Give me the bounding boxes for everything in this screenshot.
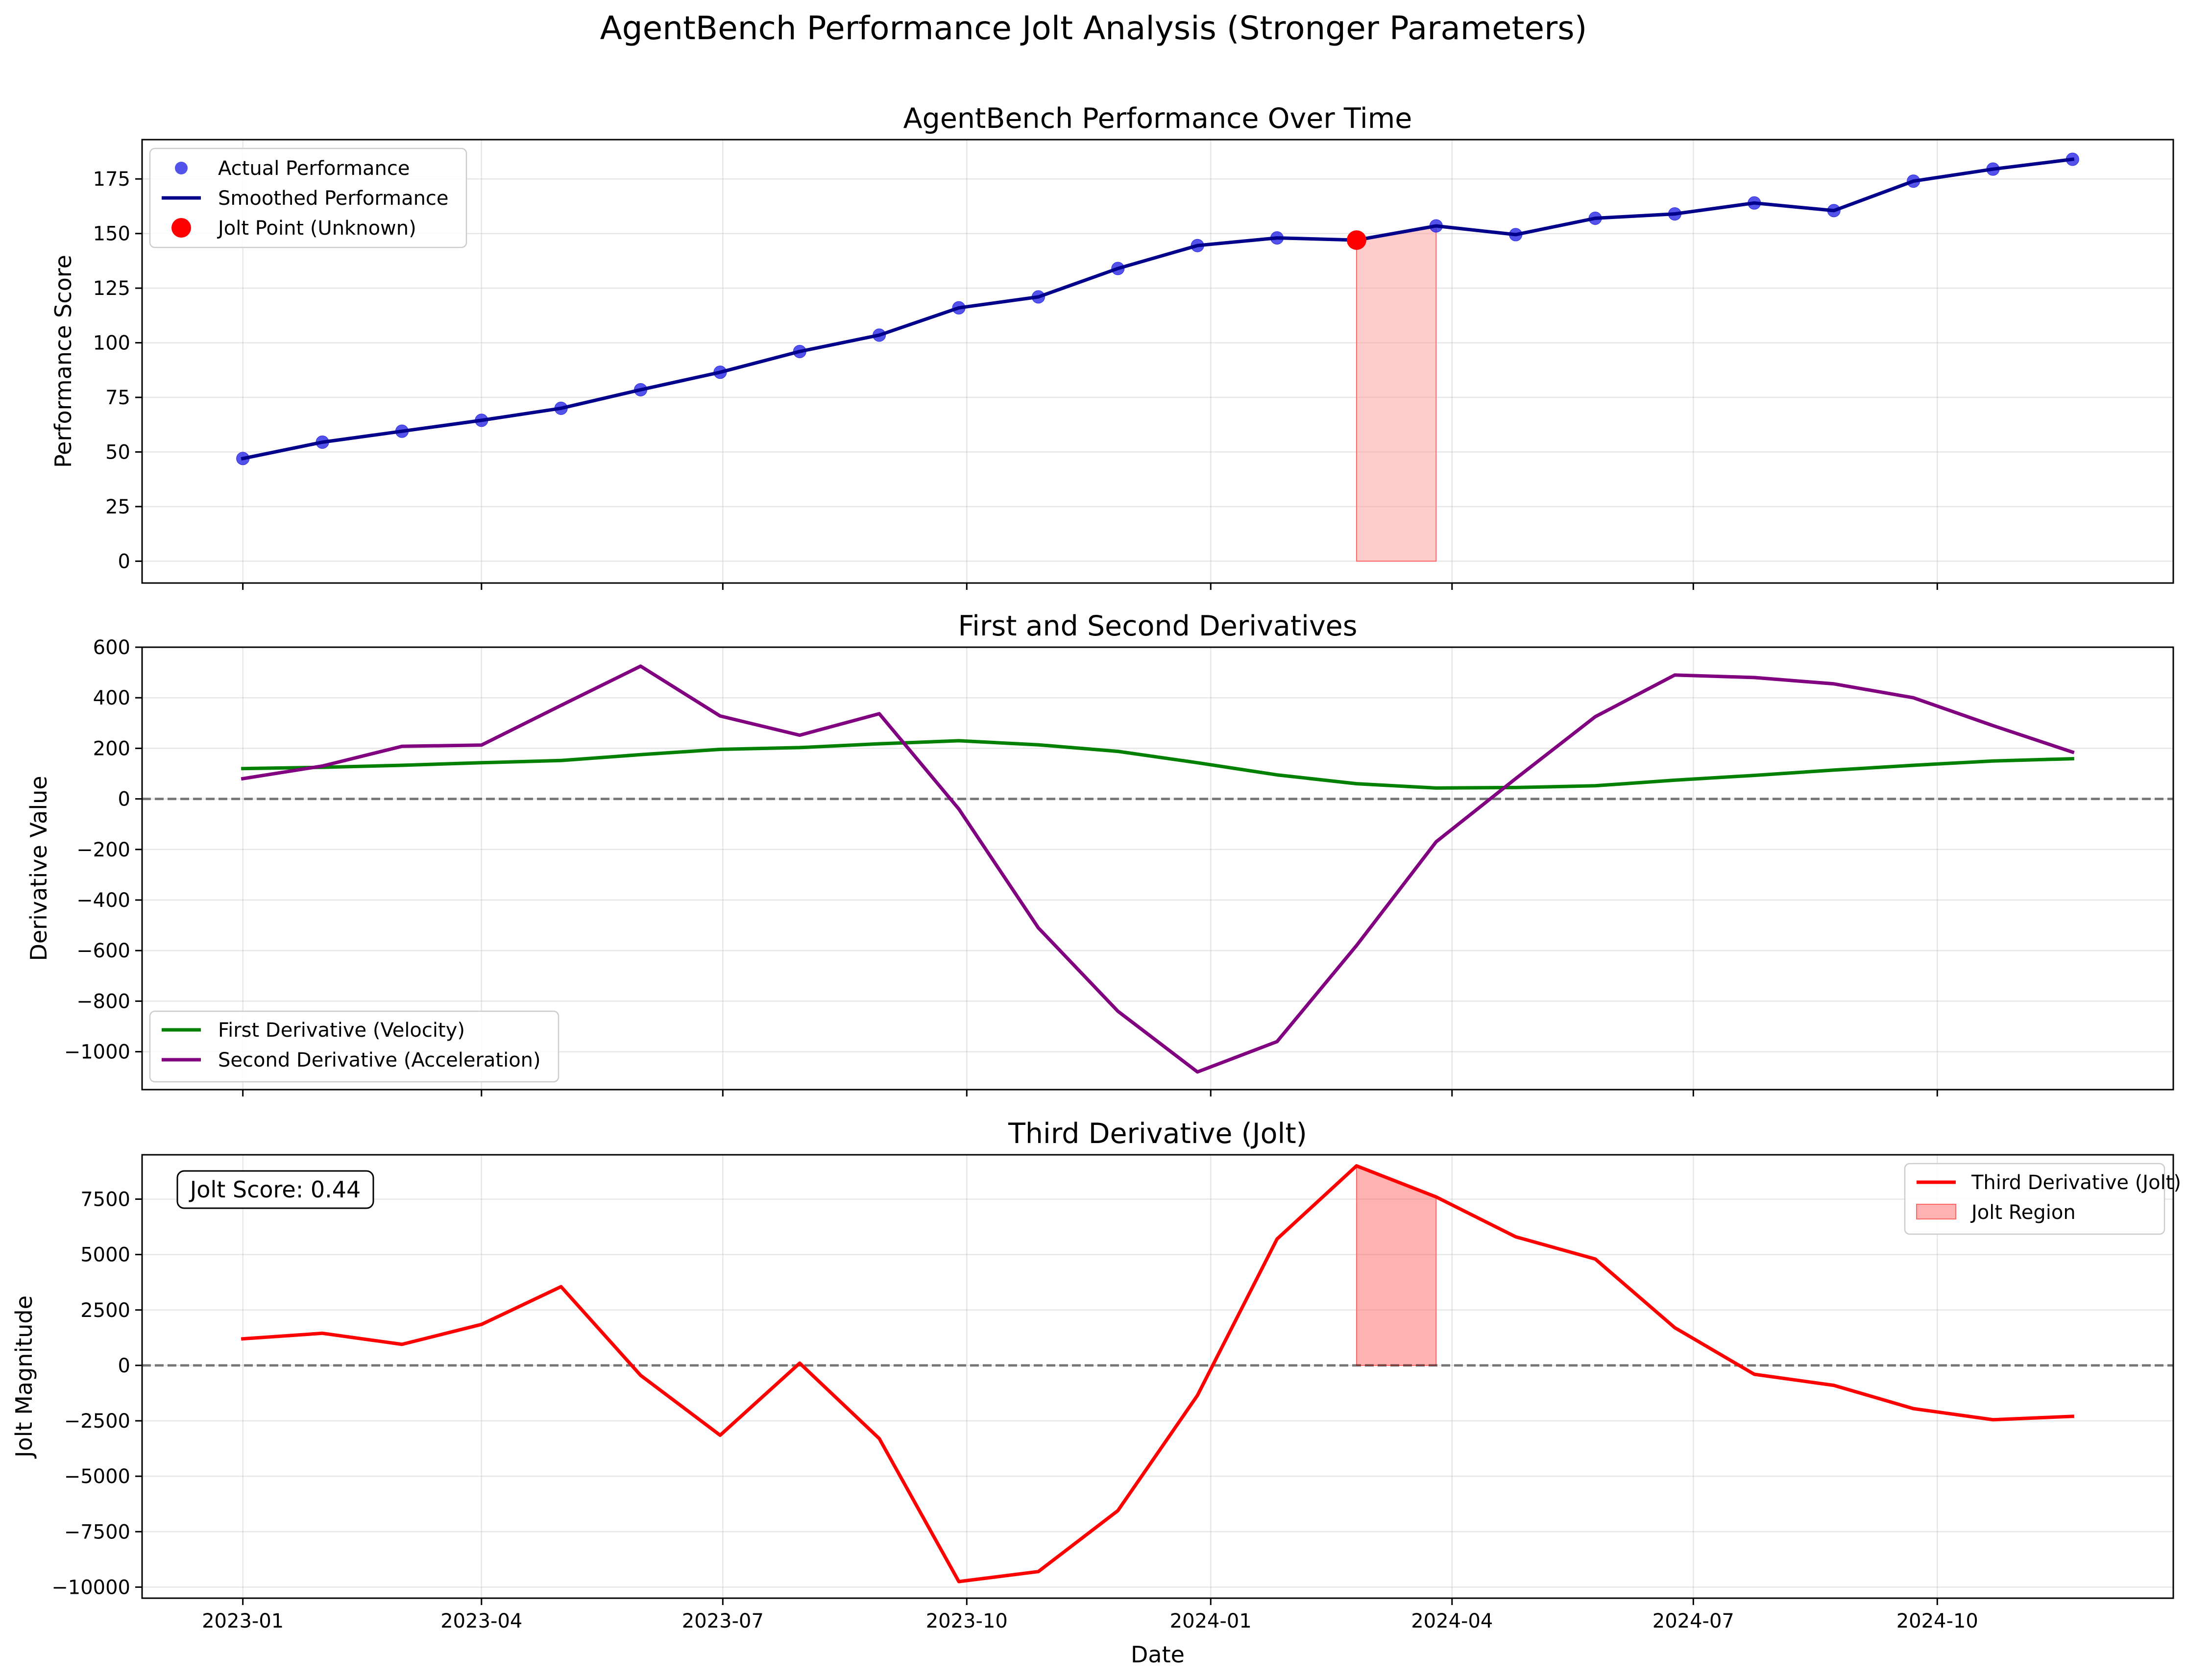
y-tick-label: 200	[93, 737, 130, 760]
legend-label: Actual Performance	[218, 157, 410, 180]
y-tick-label: 400	[93, 687, 130, 709]
legend: Third Derivative (Jolt) Jolt Region	[1904, 1163, 2181, 1235]
y-tick-label: −400	[76, 889, 130, 912]
panel-performance: 0 25 50 75 100 125 150 175 AgentBench Performanc…	[50, 102, 2174, 590]
y-axis-label: Performance Score	[50, 255, 76, 468]
x-tick-label: 2024-01	[1170, 1610, 1252, 1632]
y-tick-label: −600	[76, 940, 130, 962]
y-tick-label: −1000	[64, 1041, 130, 1064]
series-line-smoothed-performance	[241, 157, 2075, 461]
legend-box	[1904, 1163, 2165, 1235]
figure-title: AgentBench Performance Jolt Analysis (St…	[600, 9, 1587, 47]
y-tick-label: 0	[118, 788, 130, 811]
axes-frame	[141, 646, 2174, 1091]
y-tick-label: 125	[93, 277, 130, 300]
axes-frame	[141, 1154, 2174, 1599]
y-tick-label: 5000	[80, 1244, 130, 1266]
panel-derivatives: −1000 −800 −600 −400 −200 0 200 400 600 First and…	[25, 610, 2174, 1096]
x-tick-label: 2024-07	[1652, 1610, 1734, 1632]
legend-swatch-actual-performance	[175, 162, 188, 174]
y-tick-label: 600	[93, 636, 130, 659]
y-tick-label: −5000	[64, 1465, 130, 1488]
x-tick-label: 2023-10	[926, 1610, 1008, 1632]
jolt-region	[1356, 1165, 1437, 1366]
x-tick-label: 2024-10	[1896, 1610, 1978, 1632]
legend-box	[149, 1010, 559, 1083]
y-tick-label: 100	[93, 332, 130, 355]
y-axis-label: Derivative Value	[25, 776, 52, 961]
y-tick-label: 0	[118, 550, 130, 573]
legend-label: Jolt Region	[1970, 1201, 2076, 1224]
panel-title: Third Derivative (Jolt)	[1008, 1118, 1307, 1150]
y-tick-label: −7500	[64, 1521, 130, 1543]
legend-swatch-jolt-region	[1916, 1204, 1956, 1219]
legend-label: Smoothed Performance	[218, 187, 449, 210]
x-tick-label: 2023-01	[202, 1610, 284, 1632]
legend-label: Second Derivative (Acceleration)	[218, 1049, 541, 1071]
x-tick-label: 2023-04	[440, 1610, 522, 1632]
legend-label: First Derivative (Velocity)	[218, 1019, 465, 1042]
legend: First Derivative (Velocity) Second Deriva…	[149, 1010, 559, 1083]
panel-title: First and Second Derivatives	[958, 610, 1358, 642]
y-tick-label: 75	[105, 387, 130, 409]
panel-jolt: 2023-01 2023-04 2023-07 2023-10 2024-01 2024-…	[11, 1118, 2181, 1632]
y-tick-label: −800	[76, 990, 130, 1013]
x-tick-label: 2024-04	[1411, 1610, 1493, 1632]
jolt-shaded-region	[1356, 225, 1437, 562]
y-tick-label: 7500	[80, 1189, 130, 1211]
series-line-first-derivative-velocity	[241, 739, 2074, 790]
axes-frame	[141, 139, 2174, 584]
jolt-score-annotation: Jolt Score: 0.44	[189, 1176, 361, 1203]
y-tick-label: 50	[105, 441, 130, 464]
y-tick-label: 25	[105, 496, 130, 518]
x-axis-label: Date	[1131, 1641, 1185, 1668]
x-tick-label: 2023-07	[682, 1610, 764, 1632]
y-axis-label: Jolt Magnitude	[11, 1295, 37, 1459]
jolt-score-box	[176, 1170, 374, 1209]
legend-box	[149, 147, 467, 248]
series-line-third-derivative-jolt	[241, 1164, 2074, 1583]
y-tick-label: −2500	[64, 1410, 130, 1433]
jolt-point-marker	[1346, 230, 1366, 250]
legend-swatch-jolt-point	[171, 218, 191, 238]
y-tick-label: −10000	[51, 1576, 130, 1599]
y-tick-label: 2500	[80, 1299, 130, 1322]
series-line-second-derivative-acceleration	[241, 664, 2075, 1074]
panel-title: AgentBench Performance Over Time	[903, 102, 1412, 135]
legend: Actual Performance Smoothed Performance Jo…	[149, 147, 467, 248]
y-tick-label: 175	[93, 168, 130, 191]
y-tick-label: −200	[76, 839, 130, 861]
legend-label: Third Derivative (Jolt)	[1971, 1171, 2181, 1194]
y-tick-label: 0	[118, 1355, 130, 1377]
legend-label: Jolt Point (Unknown)	[217, 217, 416, 240]
y-tick-label: 150	[93, 223, 130, 245]
